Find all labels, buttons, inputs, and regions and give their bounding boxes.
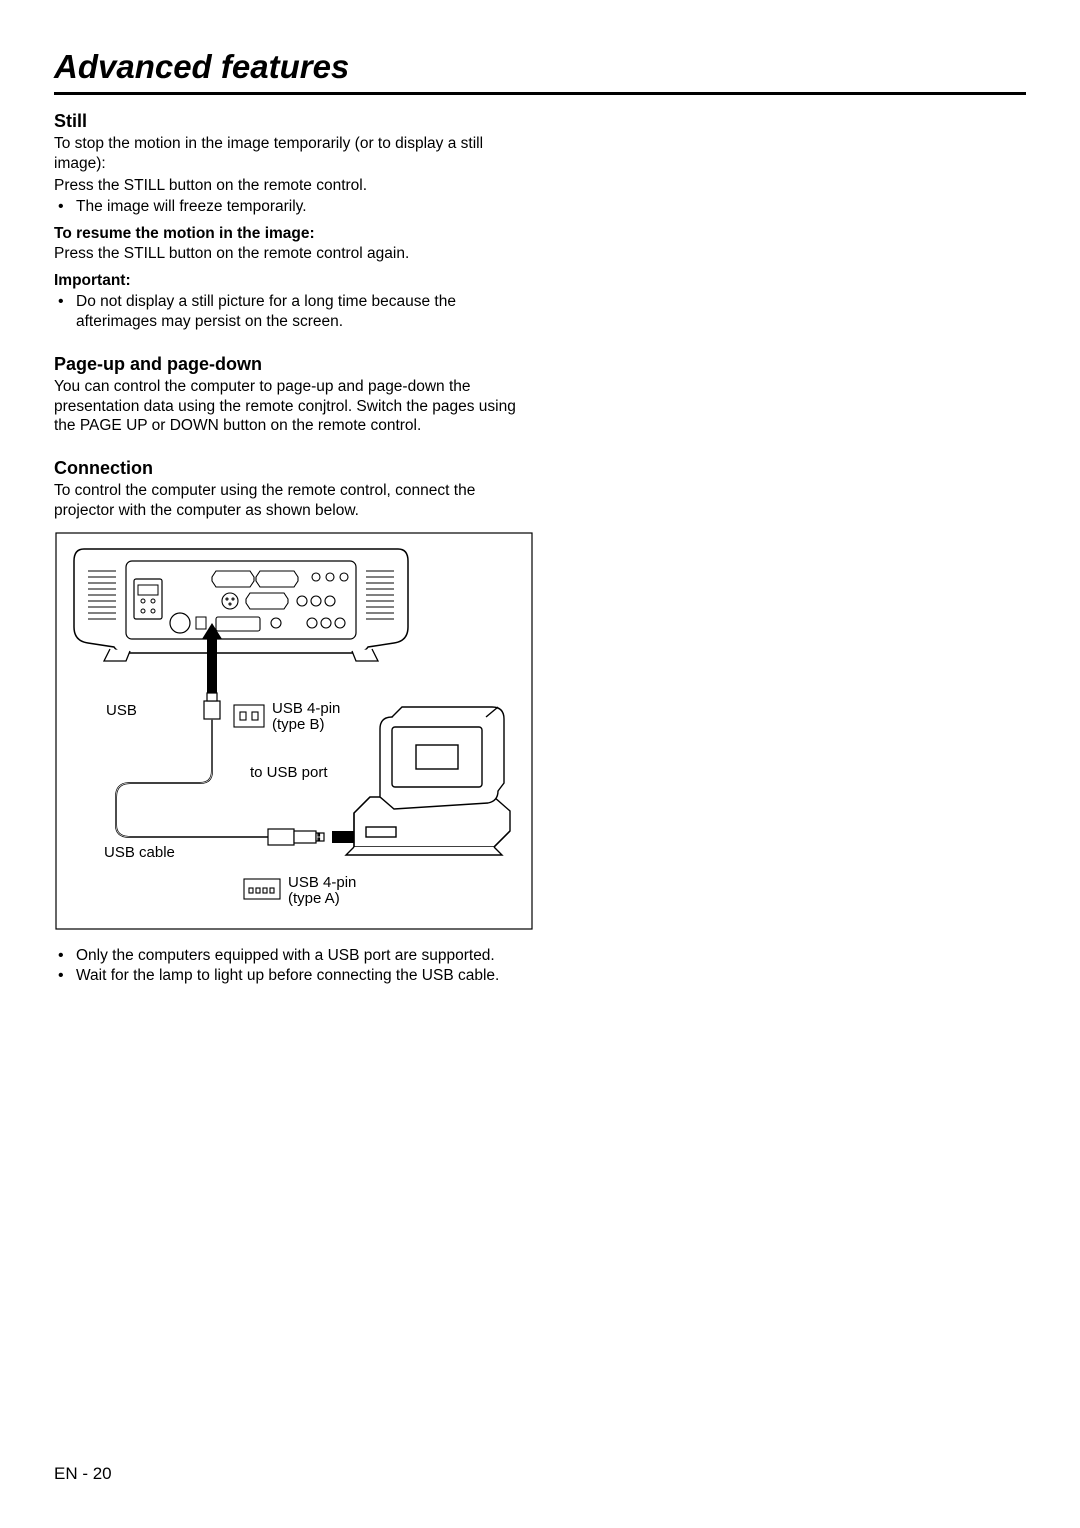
still-intro2: Press the STILL button on the remote con… [54,176,534,196]
connection-diagram: USB USB 4-pin (type B) to USB port USB c… [54,531,534,936]
still-bullet-freeze: The image will freeze temporarily. [54,197,534,217]
still-heading: Still [54,111,534,132]
connection-bullet-2: Wait for the lamp to light up before con… [54,966,534,986]
still-important-heading: Important: [54,272,534,290]
left-column: Still To stop the motion in the image te… [54,111,534,986]
label-usb-b-l2: (type B) [272,716,325,733]
projector-icon [74,549,408,661]
connection-heading: Connection [54,458,534,479]
pageupdown-body: You can control the computer to page-up … [54,377,534,436]
arrow-up-icon [202,623,222,701]
still-resume-body: Press the STILL button on the remote con… [54,244,534,264]
computer-icon [346,707,510,855]
label-to-usb: to USB port [250,764,328,781]
still-resume-heading: To resume the motion in the image: [54,225,534,243]
connection-body: To control the computer using the remote… [54,481,534,521]
usb-b-connector-icon [234,705,264,727]
page-footer: EN - 20 [54,1464,112,1484]
connection-bullet-1: Only the computers equipped with a USB p… [54,946,534,966]
label-usb-b-l1: USB 4-pin [272,700,340,717]
label-usb: USB [106,702,137,719]
label-usb-cable: USB cable [104,844,175,861]
page-title: Advanced features [54,48,1026,95]
usb-a-connector-icon [244,879,280,899]
label-usb-a-l2: (type A) [288,890,340,907]
still-intro1: To stop the motion in the image temporar… [54,134,534,174]
still-important-bullet: Do not display a still picture for a lon… [54,292,534,332]
pageupdown-heading: Page-up and page-down [54,354,534,375]
label-usb-a-l1: USB 4-pin [288,874,356,891]
